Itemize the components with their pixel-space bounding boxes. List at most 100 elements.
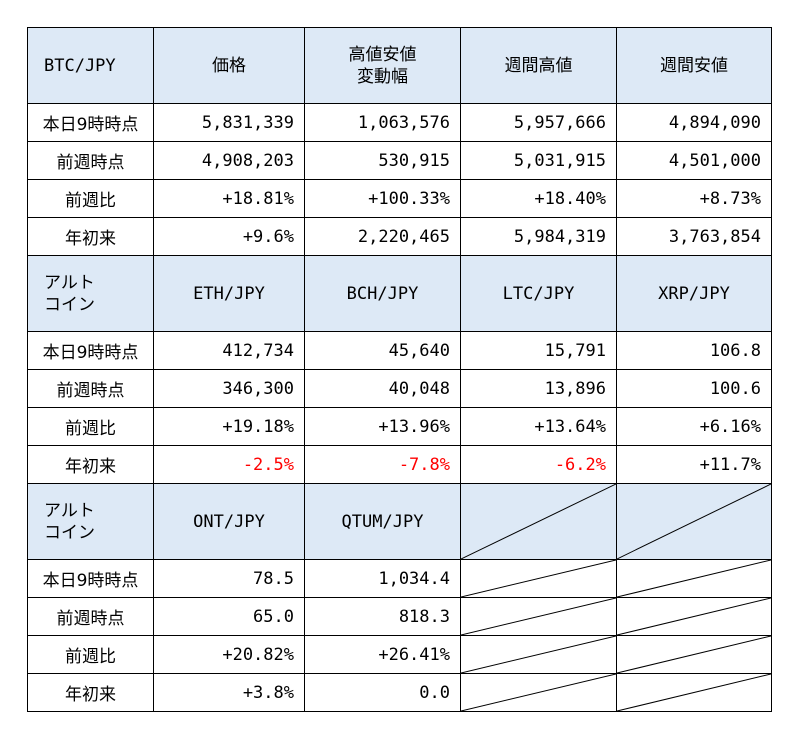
diagonal-stroke xyxy=(617,636,771,673)
diagonal-stroke xyxy=(461,484,616,559)
table-row: 前週比 +20.82% +26.41% xyxy=(27,635,772,674)
diagonal-stroke xyxy=(461,674,616,711)
table-row: 本日9時時点 412,734 45,640 15,791 106.8 xyxy=(27,331,772,370)
table-cell: 13,896 xyxy=(460,369,617,408)
diagonal-stroke xyxy=(617,674,771,711)
column-header-xrp: XRP/JPY xyxy=(616,255,772,332)
empty-cell xyxy=(616,559,772,598)
section-header-btc: BTC/JPY 価格 高値安値 変動幅 週間高値 週間安値 xyxy=(27,27,772,104)
diagonal-line xyxy=(617,560,771,597)
table-cell: 4,908,203 xyxy=(153,141,305,180)
row-label: 前週比 xyxy=(27,635,154,674)
table-cell: +20.82% xyxy=(153,635,305,674)
row-label: 前週比 xyxy=(27,407,154,446)
column-header-range: 高値安値 変動幅 xyxy=(304,27,461,104)
empty-header-cell xyxy=(460,483,617,560)
diagonal-line xyxy=(617,484,771,559)
empty-cell xyxy=(460,673,617,712)
row-label: 年初来 xyxy=(27,445,154,484)
table-row: 本日9時時点 78.5 1,034.4 xyxy=(27,559,772,598)
row-label: 本日9時時点 xyxy=(27,331,154,370)
diagonal-line xyxy=(617,598,771,635)
row-label: 年初来 xyxy=(27,673,154,712)
table-row: 年初来 +9.6% 2,220,465 5,984,319 3,763,854 xyxy=(27,217,772,256)
table-cell: 40,048 xyxy=(304,369,461,408)
diagonal-line xyxy=(461,560,616,597)
table-cell: 106.8 xyxy=(616,331,772,370)
table-cell: 1,034.4 xyxy=(304,559,461,598)
table-cell: -6.2% xyxy=(460,445,617,484)
table-cell: 412,734 xyxy=(153,331,305,370)
table-cell: -2.5% xyxy=(153,445,305,484)
table-row: 前週時点 65.0 818.3 xyxy=(27,597,772,636)
market-summary-table: BTC/JPY 価格 高値安値 変動幅 週間高値 週間安値 本日9時時点 5,83… xyxy=(27,27,772,712)
diagonal-line xyxy=(617,636,771,673)
table-cell: +13.64% xyxy=(460,407,617,446)
column-header-price: 価格 xyxy=(153,27,305,104)
diagonal-stroke xyxy=(461,636,616,673)
table-row: 年初来 +3.8% 0.0 xyxy=(27,673,772,712)
empty-cell xyxy=(616,673,772,712)
table-row: 本日9時時点 5,831,339 1,063,576 5,957,666 4,8… xyxy=(27,103,772,142)
diagonal-stroke xyxy=(617,598,771,635)
table-row: 年初来 -2.5% -7.8% -6.2% +11.7% xyxy=(27,445,772,484)
column-header-weekly-high: 週間高値 xyxy=(460,27,617,104)
column-header-weekly-low: 週間安値 xyxy=(616,27,772,104)
table-row: 前週時点 4,908,203 530,915 5,031,915 4,501,0… xyxy=(27,141,772,180)
table-cell: +19.18% xyxy=(153,407,305,446)
table-cell: +9.6% xyxy=(153,217,305,256)
table-cell: 5,957,666 xyxy=(460,103,617,142)
table-cell: 346,300 xyxy=(153,369,305,408)
table-cell: +11.7% xyxy=(616,445,772,484)
row-label: 前週比 xyxy=(27,179,154,218)
table-cell: -7.8% xyxy=(304,445,461,484)
row-label: 本日9時時点 xyxy=(27,103,154,142)
row-label: 本日9時時点 xyxy=(27,559,154,598)
empty-header-cell xyxy=(616,483,772,560)
table-cell: 65.0 xyxy=(153,597,305,636)
table-cell: 45,640 xyxy=(304,331,461,370)
column-header-ltc: LTC/JPY xyxy=(460,255,617,332)
diagonal-stroke xyxy=(617,484,771,559)
table-cell: +13.96% xyxy=(304,407,461,446)
table-cell: 818.3 xyxy=(304,597,461,636)
table-cell: 530,915 xyxy=(304,141,461,180)
table-cell: +3.8% xyxy=(153,673,305,712)
table-cell: +18.81% xyxy=(153,179,305,218)
empty-cell xyxy=(460,597,617,636)
table-cell: 100.6 xyxy=(616,369,772,408)
table-cell: 4,894,090 xyxy=(616,103,772,142)
section-header-altcoin-2: アルト コイン ONT/JPY QTUM/JPY xyxy=(27,483,772,560)
diagonal-line xyxy=(461,636,616,673)
empty-cell xyxy=(460,559,617,598)
section-label-altcoin: アルト コイン xyxy=(27,483,154,560)
table-row: 前週比 +19.18% +13.96% +13.64% +6.16% xyxy=(27,407,772,446)
table-cell: +6.16% xyxy=(616,407,772,446)
table-cell: +100.33% xyxy=(304,179,461,218)
empty-cell xyxy=(616,597,772,636)
table-cell: +8.73% xyxy=(616,179,772,218)
column-header-qtum: QTUM/JPY xyxy=(304,483,461,560)
table-cell: 2,220,465 xyxy=(304,217,461,256)
diagonal-line xyxy=(461,598,616,635)
row-label: 前週時点 xyxy=(27,369,154,408)
diagonal-line xyxy=(461,484,616,559)
table-cell: +26.41% xyxy=(304,635,461,674)
section-label-altcoin: アルト コイン xyxy=(27,255,154,332)
table-row: 前週時点 346,300 40,048 13,896 100.6 xyxy=(27,369,772,408)
diagonal-line xyxy=(461,674,616,711)
column-header-bch: BCH/JPY xyxy=(304,255,461,332)
table-cell: 5,031,915 xyxy=(460,141,617,180)
row-label: 前週時点 xyxy=(27,597,154,636)
table-cell: 0.0 xyxy=(304,673,461,712)
table-cell: 5,831,339 xyxy=(153,103,305,142)
diagonal-line xyxy=(617,674,771,711)
column-header-ont: ONT/JPY xyxy=(153,483,305,560)
table-cell: 1,063,576 xyxy=(304,103,461,142)
section-header-altcoin: アルト コイン ETH/JPY BCH/JPY LTC/JPY XRP/JPY xyxy=(27,255,772,332)
table-cell: 4,501,000 xyxy=(616,141,772,180)
table-cell: 78.5 xyxy=(153,559,305,598)
diagonal-stroke xyxy=(617,560,771,597)
row-label: 年初来 xyxy=(27,217,154,256)
table-cell: 3,763,854 xyxy=(616,217,772,256)
